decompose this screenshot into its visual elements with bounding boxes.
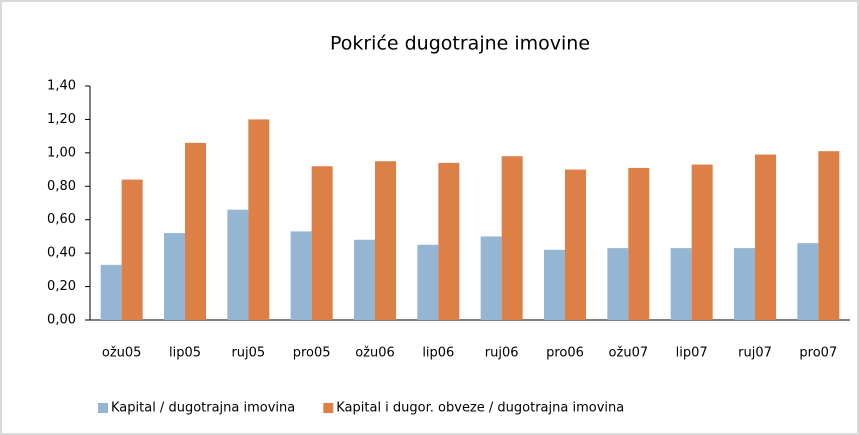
y-tick-label: 0,20 xyxy=(47,279,76,294)
x-tick-label: ruj06 xyxy=(485,346,519,361)
x-tick-label: ruj07 xyxy=(738,346,772,361)
bar xyxy=(755,154,776,320)
bar xyxy=(501,156,523,320)
bar xyxy=(311,166,333,320)
x-tick-label: lip07 xyxy=(676,346,708,361)
bar xyxy=(628,167,650,320)
x-tick-label: lip05 xyxy=(169,346,201,361)
bar xyxy=(290,231,312,320)
chart-title: Pokriće dugotrajne imovine xyxy=(330,33,590,55)
bar xyxy=(734,248,755,320)
bar xyxy=(417,244,439,320)
y-tick-label: 0,80 xyxy=(47,179,76,194)
bar xyxy=(100,264,122,320)
bar xyxy=(375,161,396,320)
bar xyxy=(607,248,629,320)
bar xyxy=(354,239,375,320)
y-tick-label: 1,40 xyxy=(47,79,76,94)
legend-swatch xyxy=(98,403,108,413)
x-tick-label: ruj05 xyxy=(231,346,265,361)
bar xyxy=(544,249,565,320)
y-tick-label: 1,00 xyxy=(47,145,76,160)
x-tick-label: ožu05 xyxy=(102,346,142,361)
bar xyxy=(121,179,143,320)
bar xyxy=(164,233,185,320)
y-tick-label: 0,00 xyxy=(47,313,76,328)
bar xyxy=(565,169,586,320)
x-tick-label: pro07 xyxy=(799,346,837,361)
bar xyxy=(227,209,249,320)
y-tick-label: 1,20 xyxy=(47,112,76,127)
bar xyxy=(818,151,840,320)
bar xyxy=(691,164,713,320)
legend-label: Kapital / dugotrajna imovina xyxy=(111,401,295,416)
y-tick-label: 0,40 xyxy=(47,246,76,261)
bar xyxy=(797,243,819,320)
legend-swatch xyxy=(323,403,334,413)
x-tick-label: ožu06 xyxy=(355,346,395,361)
x-tick-label: pro05 xyxy=(293,346,331,361)
bar xyxy=(248,119,270,320)
bar xyxy=(438,162,460,320)
bar xyxy=(185,142,206,320)
x-tick-label: lip06 xyxy=(422,346,454,361)
bar xyxy=(670,248,692,320)
x-tick-label: pro06 xyxy=(546,346,584,361)
bar xyxy=(480,236,502,320)
x-tick-label: ožu07 xyxy=(609,346,649,361)
y-tick-label: 0,60 xyxy=(47,212,76,227)
legend-label: Kapital i dugor. obveze / dugotrajna imo… xyxy=(336,401,624,416)
